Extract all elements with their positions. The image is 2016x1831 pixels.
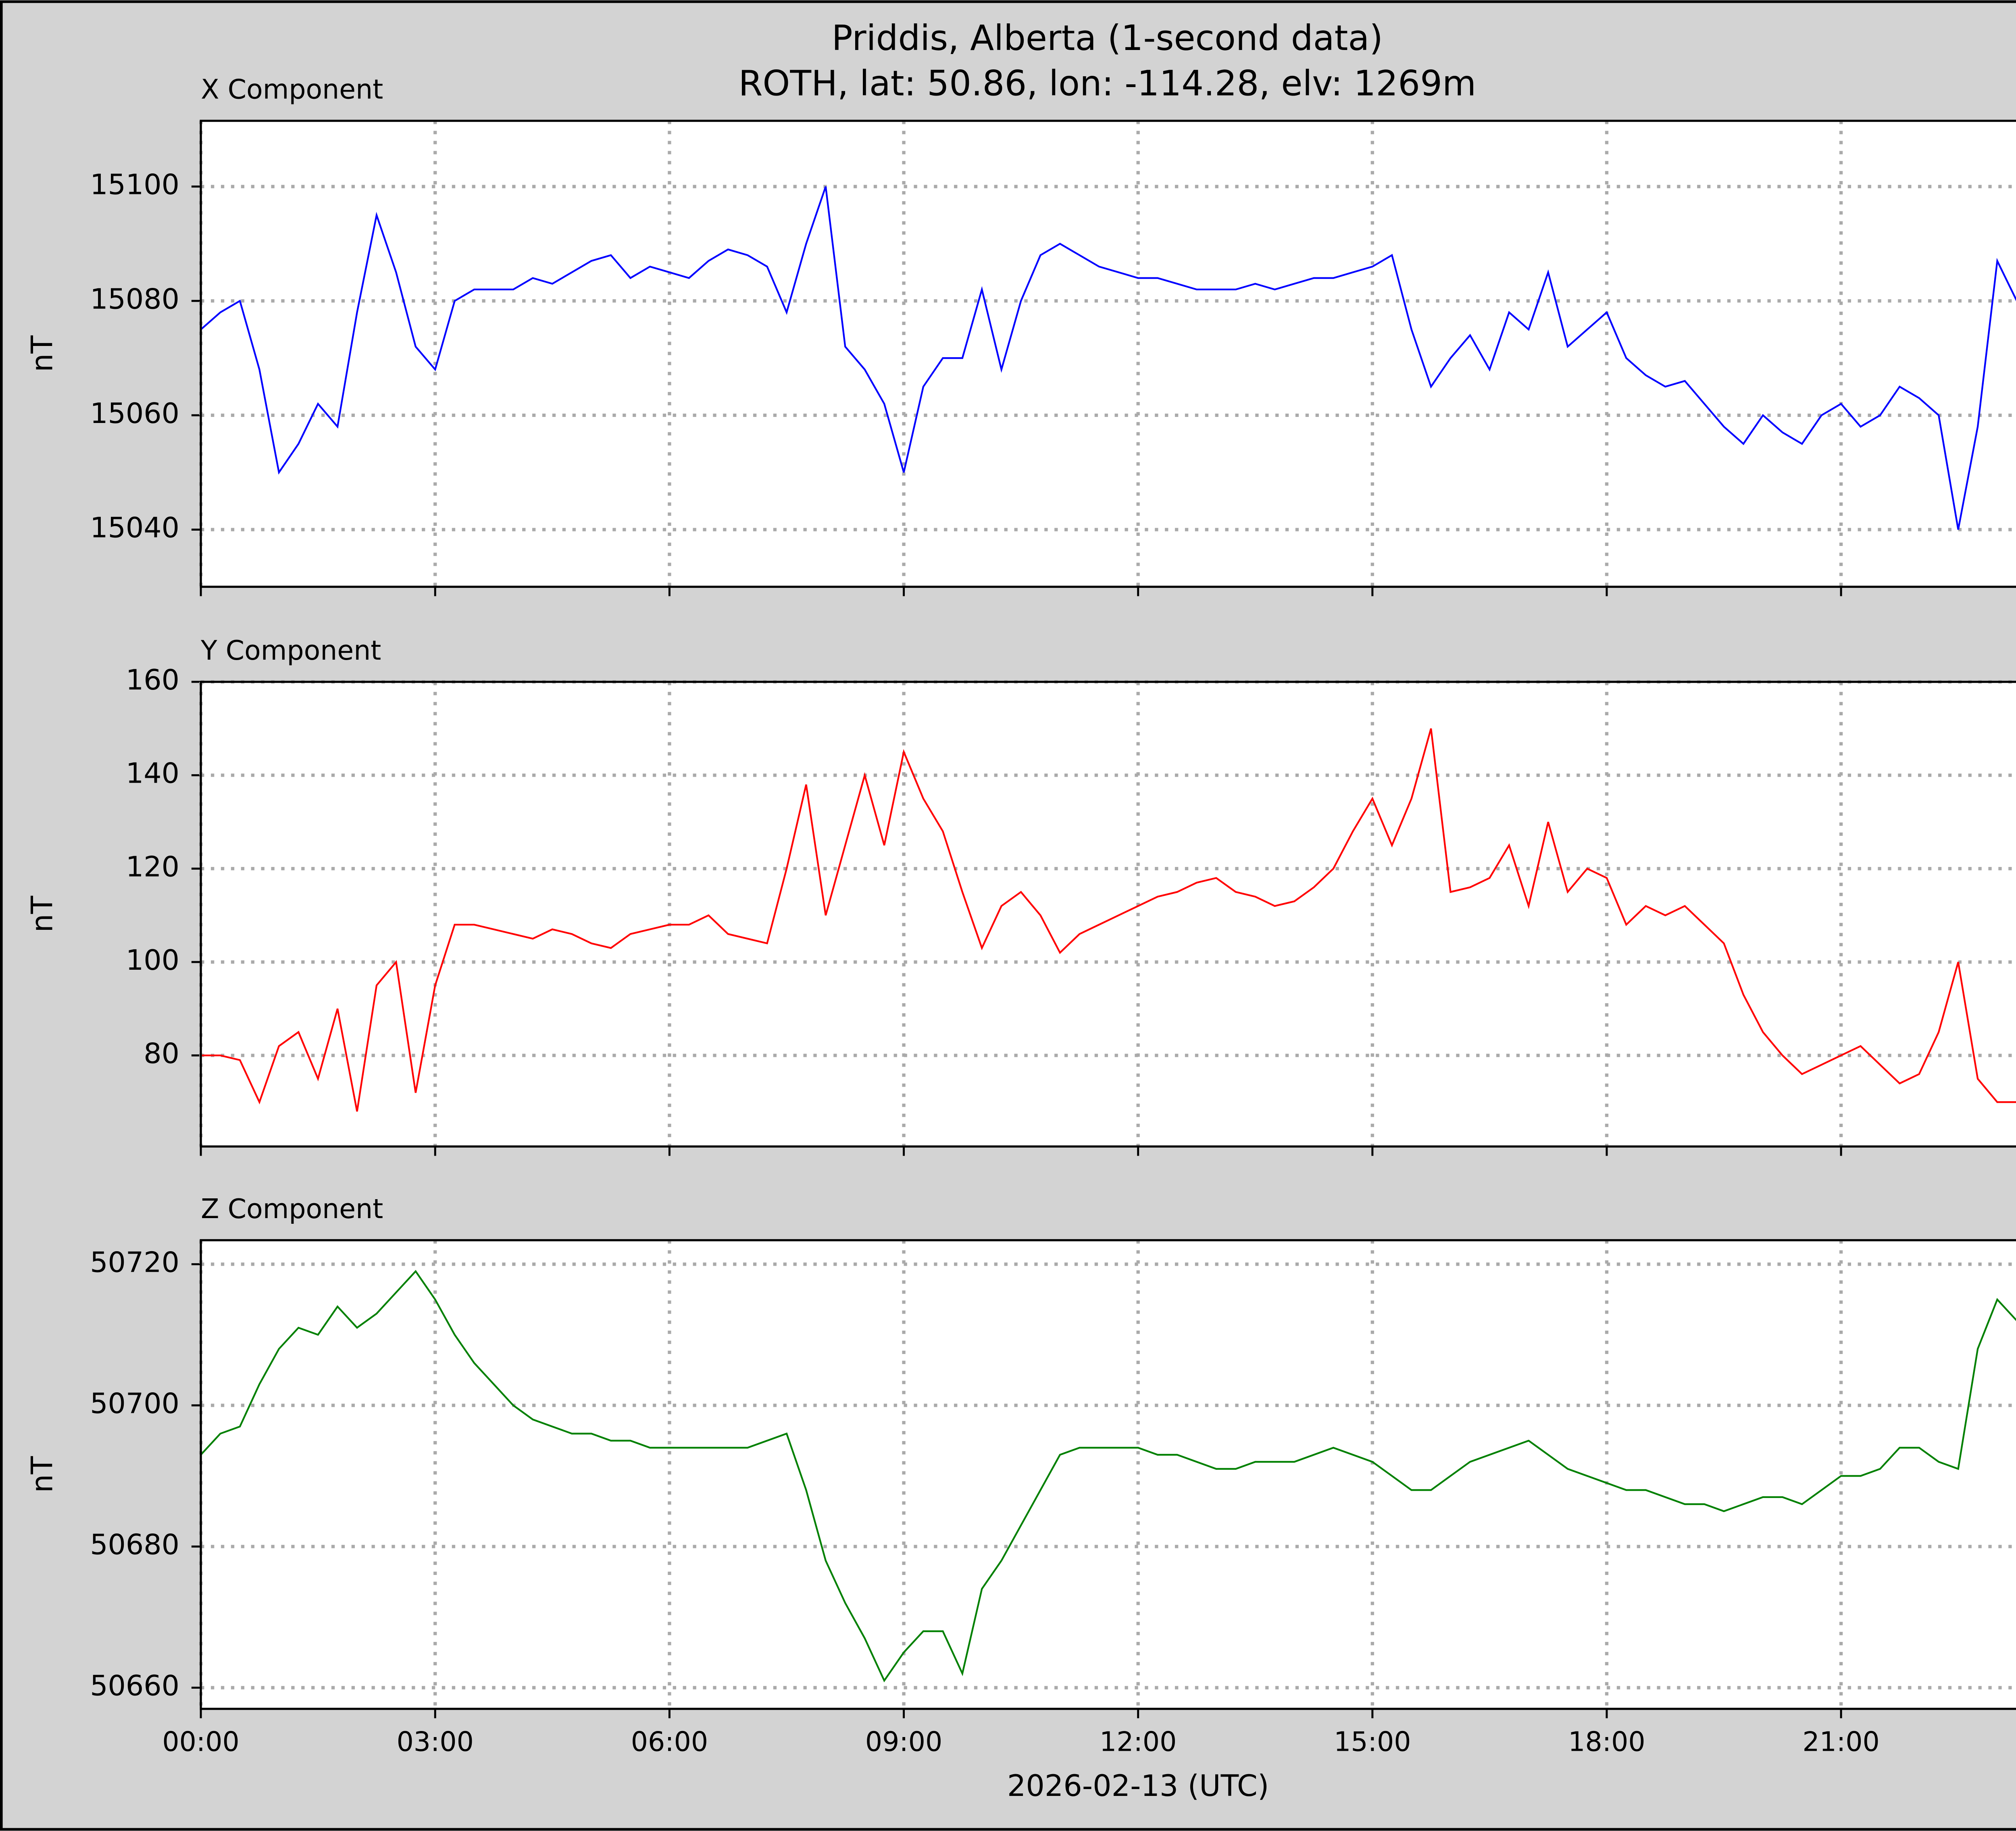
plot-frame [200, 1239, 2016, 1710]
plot-frame [200, 119, 2016, 588]
x-axis-label: 2026-02-13 (UTC) [1007, 1769, 1269, 1803]
y-tick-label: 120 [126, 850, 179, 883]
panel-title: X Component [201, 74, 383, 105]
y-axis-label: nT [25, 335, 60, 372]
y-tick-label: 50700 [90, 1387, 179, 1420]
y-tick-label: 50720 [90, 1246, 179, 1279]
y-tick-label: 15040 [90, 511, 179, 544]
x-tick-label: 12:00 [1100, 1726, 1177, 1757]
y-axis-label: nT [25, 896, 60, 932]
x-tick-label: 15:00 [1334, 1726, 1411, 1757]
plot-frame [200, 681, 2016, 1148]
data-line [201, 728, 2016, 1112]
panel-title: Y Component [200, 635, 381, 666]
plot-area [201, 682, 2016, 1147]
y-tick-label: 140 [126, 757, 179, 790]
y-tick-label: 15060 [90, 397, 179, 430]
x-tick-label: 21:00 [1802, 1726, 1879, 1757]
y-tick-label: 15100 [90, 169, 179, 201]
panel-title: Z Component [201, 1193, 383, 1225]
y-tick-label: 50660 [90, 1670, 179, 1702]
x-tick-label: 00:00 [162, 1726, 239, 1757]
plot-area [201, 121, 2016, 587]
plot-area [201, 1240, 2016, 1709]
figure-subtitle: ROTH, lat: 50.86, lon: -114.28, elv: 126… [738, 64, 1476, 104]
x-tick-label: 06:00 [631, 1726, 708, 1757]
y-tick-label: 100 [126, 944, 179, 977]
y-tick-label: 160 [126, 664, 179, 696]
data-line [200, 186, 2016, 530]
y-tick-label: 50680 [90, 1529, 179, 1561]
y-tick-label: 80 [144, 1037, 179, 1070]
data-line [200, 1270, 2016, 1683]
figure-title: Priddis, Alberta (1-second data) [832, 18, 1383, 58]
x-tick-label: 18:00 [1568, 1726, 1645, 1757]
y-tick-label: 15080 [90, 283, 179, 315]
x-tick-label: 09:00 [865, 1726, 942, 1757]
x-tick-label: 03:00 [397, 1726, 474, 1757]
y-axis-label: nT [25, 1456, 60, 1493]
